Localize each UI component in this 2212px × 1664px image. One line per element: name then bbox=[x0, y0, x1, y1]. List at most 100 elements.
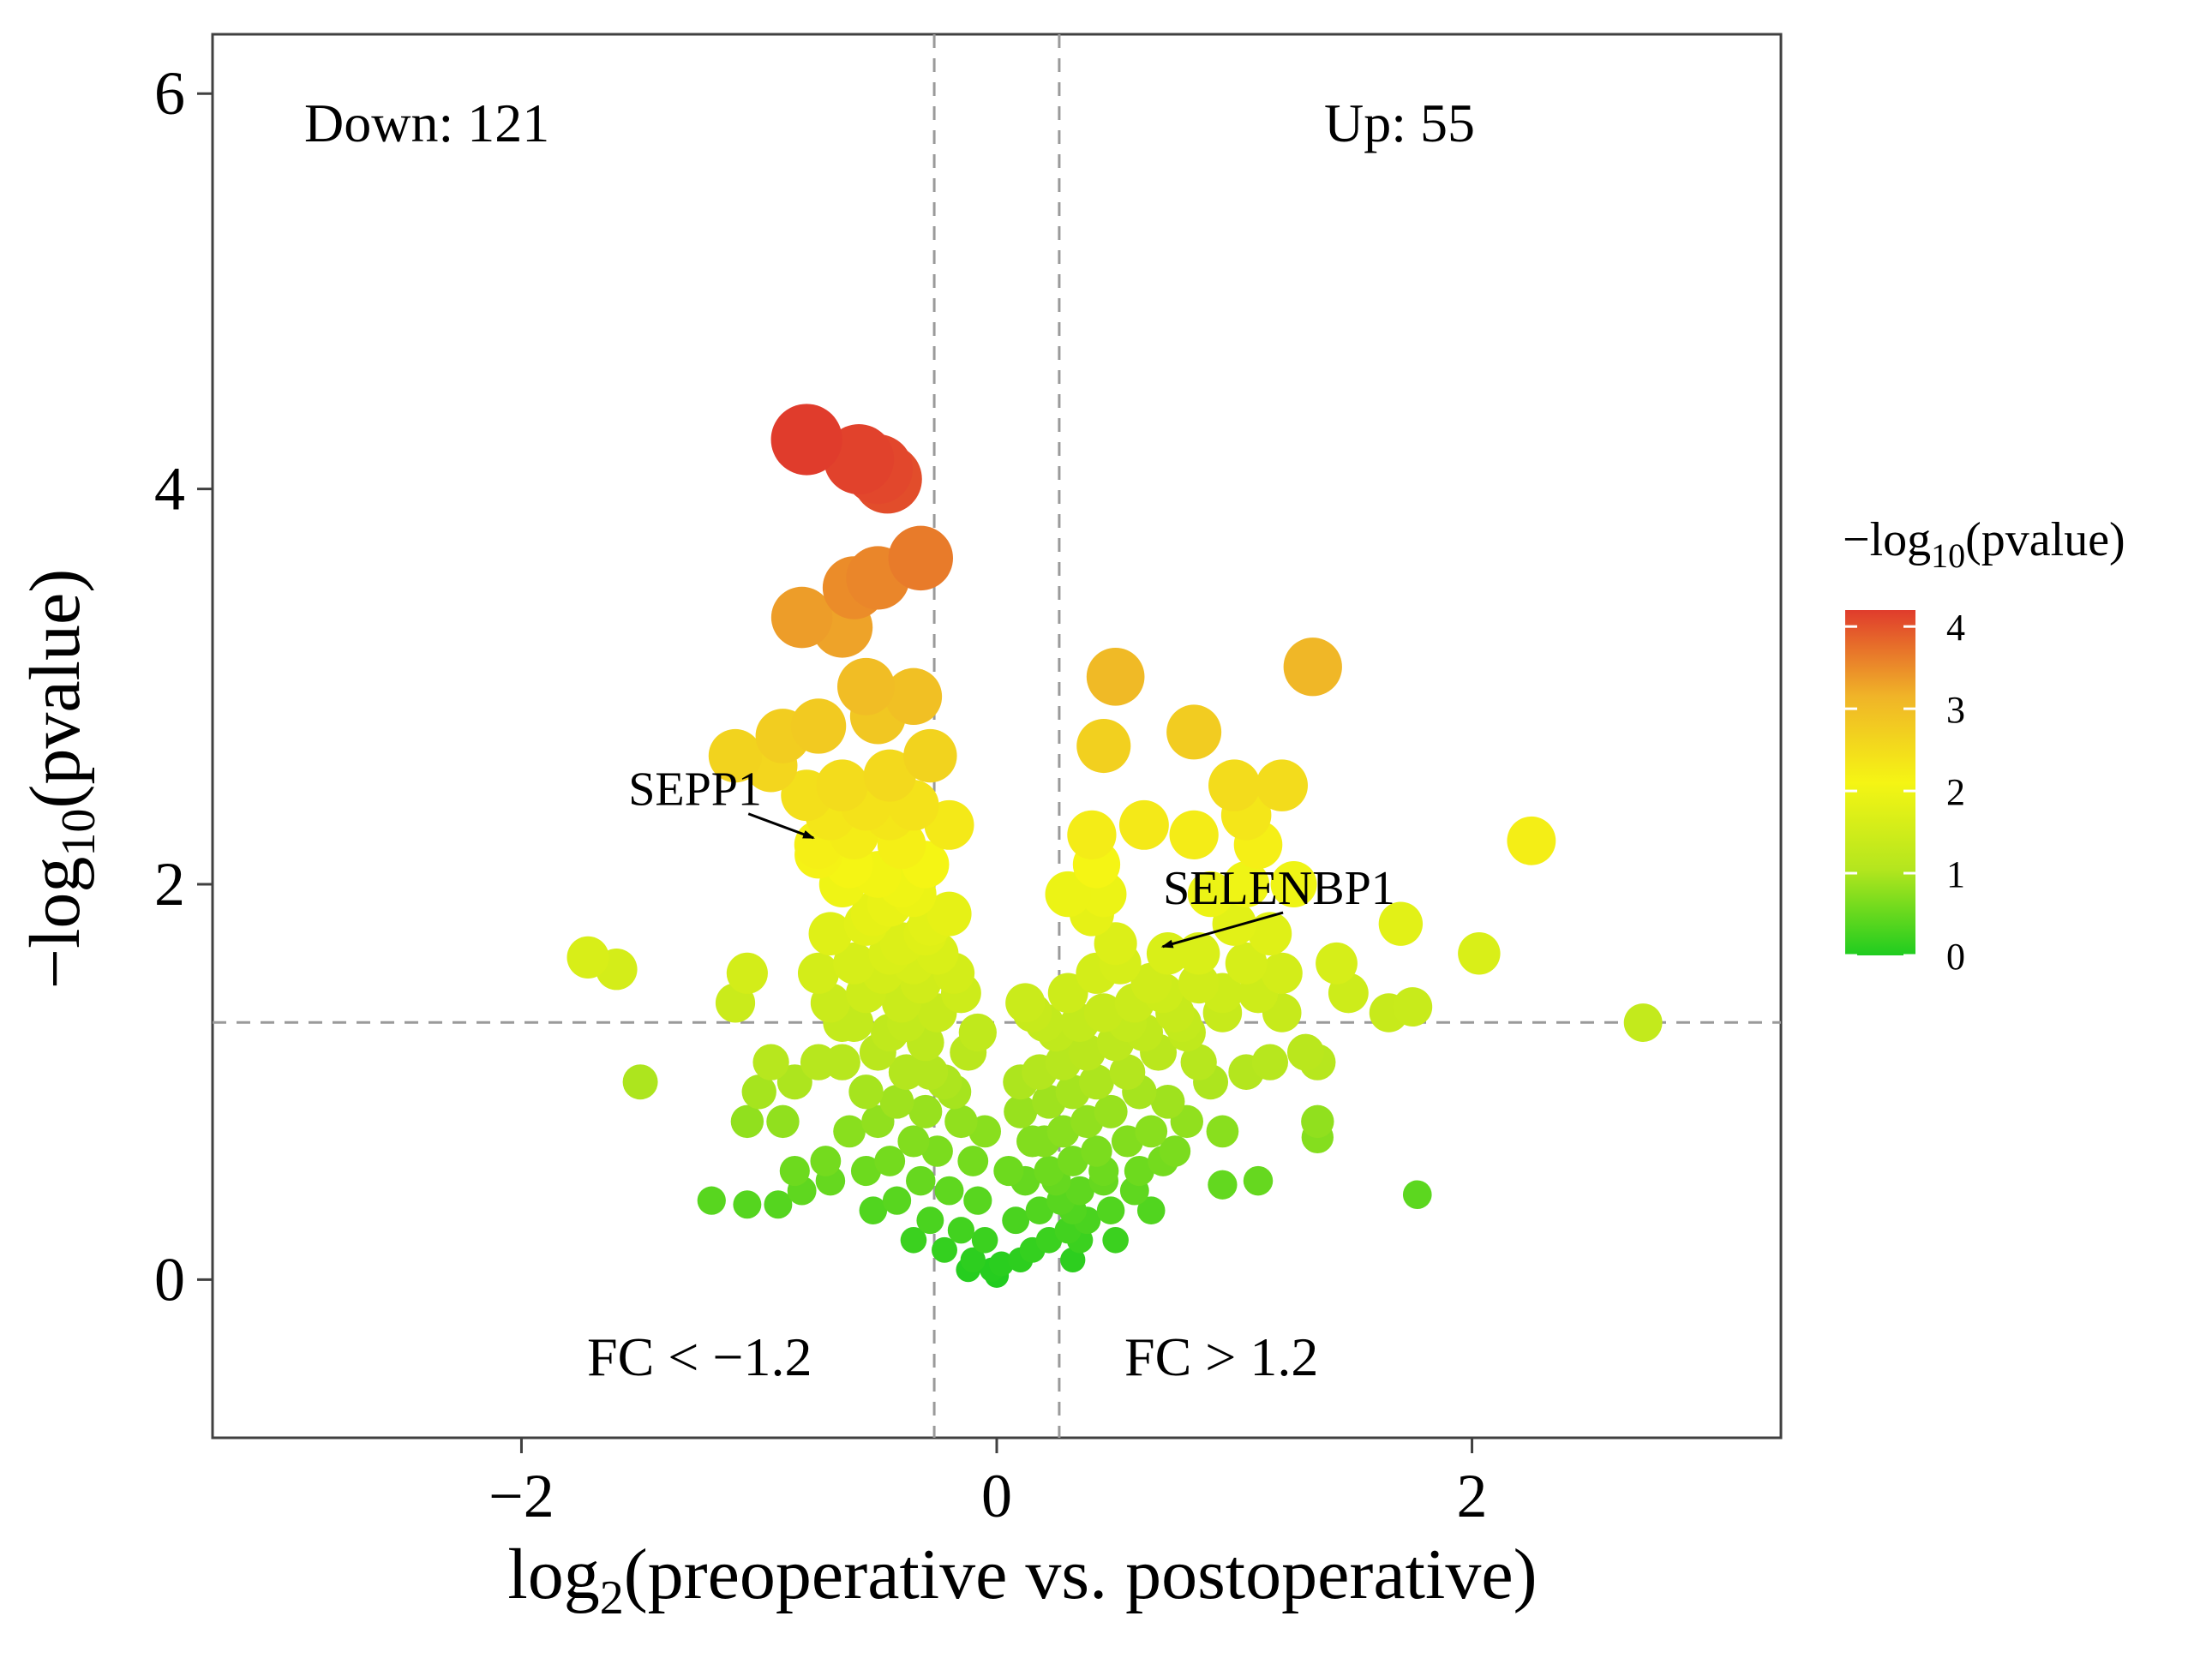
data-point bbox=[1261, 952, 1303, 994]
data-point bbox=[874, 1146, 906, 1176]
y-tick-label: 0 bbox=[154, 1245, 185, 1314]
data-point bbox=[1109, 1054, 1146, 1091]
data-point bbox=[1169, 810, 1219, 859]
data-point bbox=[1208, 759, 1261, 811]
x-axis-title-subscript: 2 bbox=[600, 1571, 624, 1625]
y-tick-label: 2 bbox=[154, 850, 185, 919]
data-point bbox=[726, 952, 768, 994]
data-point bbox=[897, 1125, 930, 1158]
legend-tick-label: 1 bbox=[1946, 853, 1965, 895]
data-point bbox=[1166, 704, 1222, 760]
data-point bbox=[960, 1247, 986, 1273]
data-point bbox=[1301, 1104, 1334, 1139]
data-point bbox=[859, 1196, 888, 1224]
data-point bbox=[958, 1013, 997, 1052]
data-point bbox=[776, 1064, 812, 1100]
data-point bbox=[1316, 942, 1358, 985]
data-point bbox=[882, 1186, 912, 1215]
data-point bbox=[1225, 942, 1268, 985]
legend-ticks: 0 1 2 3 4 bbox=[1845, 607, 1965, 978]
data-point bbox=[863, 749, 916, 802]
data-point bbox=[1045, 871, 1091, 918]
fc-high-threshold-label: FC > 1.2 bbox=[1124, 1326, 1318, 1387]
data-point bbox=[1004, 1094, 1038, 1128]
data-point bbox=[1243, 1165, 1274, 1196]
data-point bbox=[1005, 983, 1046, 1023]
y-tick-label: 6 bbox=[154, 59, 185, 128]
data-point bbox=[1159, 1135, 1191, 1167]
data-point bbox=[1025, 1196, 1054, 1224]
data-point bbox=[1206, 1115, 1239, 1148]
data-point bbox=[764, 1190, 793, 1219]
data-point bbox=[963, 1186, 992, 1215]
data-point bbox=[1081, 1135, 1112, 1167]
data-point bbox=[1068, 1033, 1106, 1071]
data-point bbox=[752, 1044, 789, 1080]
gene-arrow-selenbp1 bbox=[1160, 911, 1284, 949]
color-legend: −log10(pvalue) 0 1 2 3 4 bbox=[1843, 513, 2125, 978]
data-point bbox=[1507, 816, 1556, 865]
legend-title: −log10(pvalue) bbox=[1843, 513, 2125, 575]
x-tick-label: 2 bbox=[1457, 1462, 1488, 1530]
data-point bbox=[947, 1217, 975, 1244]
legend-tick-label: 3 bbox=[1946, 689, 1965, 731]
data-point bbox=[1118, 799, 1169, 850]
data-point bbox=[908, 1094, 943, 1128]
up-count-label: Up: 55 bbox=[1324, 93, 1475, 153]
data-point bbox=[833, 1115, 866, 1148]
y-axis-title: −log10(pvalue) bbox=[15, 569, 105, 990]
data-point bbox=[1251, 1044, 1289, 1080]
data-point bbox=[1034, 1155, 1064, 1187]
data-point bbox=[779, 1155, 810, 1187]
data-point bbox=[1402, 1180, 1432, 1210]
data-point bbox=[989, 1251, 1015, 1277]
gene-arrow-sepp1 bbox=[747, 812, 815, 840]
data-point bbox=[810, 1146, 842, 1176]
data-point bbox=[1378, 901, 1424, 946]
data-point bbox=[932, 1236, 957, 1263]
legend-title-rest: (pvalue) bbox=[1965, 513, 2125, 566]
data-point bbox=[884, 667, 943, 726]
data-point bbox=[850, 1155, 882, 1187]
data-point bbox=[1096, 1196, 1125, 1224]
data-point bbox=[697, 1186, 726, 1215]
data-point bbox=[1102, 1226, 1129, 1254]
x-axis-title: log2(preoperative vs. postoperative) bbox=[507, 1535, 1537, 1625]
data-point bbox=[1094, 1094, 1128, 1128]
data-point bbox=[566, 936, 609, 979]
data-point bbox=[1283, 637, 1342, 697]
data-point bbox=[1393, 987, 1433, 1027]
fc-low-threshold-label: FC < −1.2 bbox=[587, 1326, 812, 1387]
data-point bbox=[1223, 861, 1270, 908]
legend-tick-label: 4 bbox=[1946, 607, 1965, 649]
data-point bbox=[1135, 1115, 1168, 1148]
data-point bbox=[800, 1044, 837, 1080]
legend-tick-label: 0 bbox=[1946, 936, 1965, 978]
data-point bbox=[797, 952, 840, 994]
data-point bbox=[770, 404, 842, 476]
data-point bbox=[1078, 1064, 1114, 1100]
data-point bbox=[808, 912, 853, 956]
legend-title-subscript: 10 bbox=[1931, 536, 1965, 575]
x-axis-title-base: log bbox=[507, 1535, 599, 1614]
data-point bbox=[1248, 912, 1292, 956]
legend-tick-label: 2 bbox=[1946, 771, 1965, 813]
data-point bbox=[1002, 1206, 1030, 1235]
gene-label-sepp1: SEPP1 bbox=[628, 763, 762, 817]
data-point bbox=[879, 1084, 914, 1119]
data-point bbox=[1177, 932, 1220, 975]
data-point bbox=[1083, 993, 1124, 1033]
data-point bbox=[916, 1206, 944, 1235]
data-point bbox=[848, 1074, 884, 1110]
data-point bbox=[730, 1104, 764, 1139]
data-point bbox=[837, 657, 895, 715]
data-point bbox=[1076, 718, 1131, 774]
gene-label-selenbp1: SELENBP1 bbox=[1163, 862, 1395, 915]
data-point bbox=[934, 1176, 964, 1206]
data-point bbox=[1124, 1155, 1154, 1187]
y-axis-title-base: −log bbox=[15, 857, 95, 990]
data-point bbox=[733, 1190, 762, 1219]
data-point bbox=[741, 1074, 776, 1110]
data-point bbox=[906, 1165, 936, 1196]
